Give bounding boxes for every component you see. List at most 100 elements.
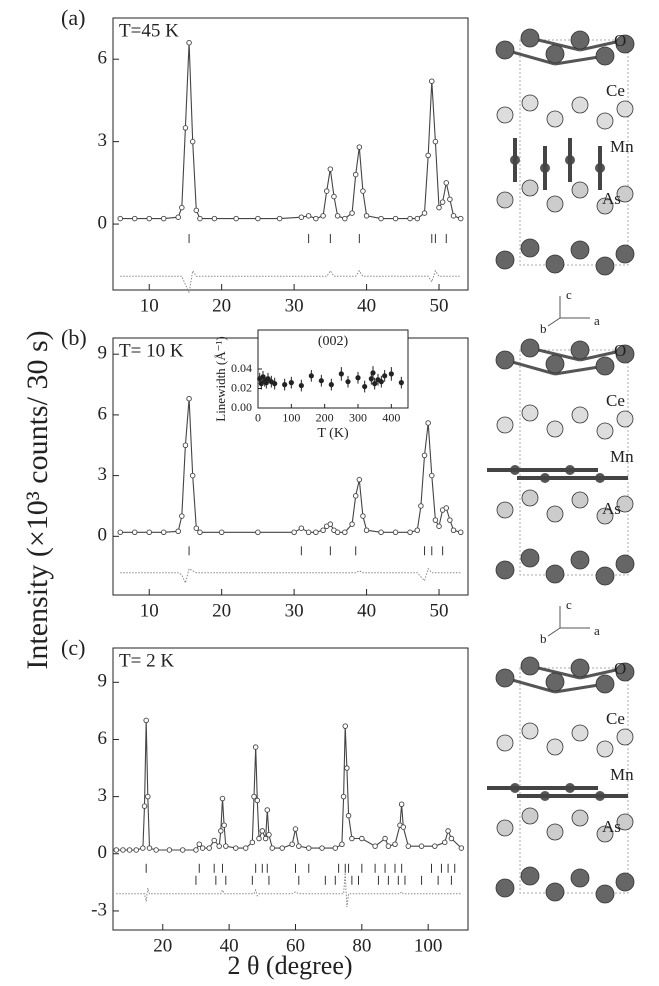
atom [545,254,565,274]
inset-x-label: T (K) [317,426,349,441]
axis-name: b [540,631,547,646]
atom [571,181,589,199]
observed-point [219,795,226,802]
plot-frame [112,647,469,931]
atom [595,884,615,904]
atom-label: As [602,499,621,518]
x-tick-label: 60 [286,935,305,956]
atom [615,662,635,682]
x-tick-label: 40 [357,600,376,621]
observed-point [211,215,218,222]
atom [616,728,634,746]
observed-point [313,529,319,536]
x-tick-label: 100 [282,411,300,425]
observed-point [199,845,206,851]
observed-point [313,215,319,222]
data-point [370,370,376,376]
crystal-structure: O Ce Mn As c b a [495,28,635,336]
atom [571,809,589,827]
data-point [298,382,304,389]
y-tick-label: 0.02 [231,380,252,394]
observed-point [179,847,186,853]
observed-point [160,529,167,536]
atom [596,825,614,843]
atom [615,344,635,364]
panel-label: (c) [61,635,85,660]
atom [571,406,589,424]
inset-title: (002) [318,334,349,349]
x-tick-label: 10 [140,600,159,621]
observed-point [182,125,189,131]
observed-point [182,442,189,449]
atom [520,866,540,886]
observed-point [255,215,261,222]
plot-frame [112,17,469,291]
observed-point [400,824,407,830]
atom [520,28,540,48]
observed-point [153,847,159,853]
x-tick-label: 0 [255,411,261,425]
observed-point [414,215,421,222]
atom [521,489,539,507]
observed-point [340,793,347,800]
observed-point [221,822,227,828]
observed-point [356,476,363,483]
observed-point [189,138,196,145]
atom [545,564,565,584]
observed-point [133,847,139,853]
atom [596,740,614,758]
observed-point [254,797,261,804]
atom-label: Ce [606,81,625,100]
data-point [288,380,294,386]
observed-point [197,215,203,222]
atom [546,195,564,213]
observed-point [425,152,431,159]
observed-point [448,835,455,842]
annotation: T=45 K [119,20,179,41]
observed-point [193,847,199,853]
atom [545,882,565,902]
atom [545,672,565,692]
observed-point [186,395,192,402]
observed-point [141,803,148,809]
observed-point [256,835,262,842]
observed-point [407,529,413,536]
observed-point [429,78,435,84]
atom [595,356,615,376]
observed-point [249,839,256,846]
atom [545,44,565,64]
y-tick-label: 9 [98,671,108,692]
atom [546,823,564,841]
observed-point [251,793,257,800]
axis-name: a [594,313,600,328]
atom [570,868,590,888]
crystal-structure: O Ce Mn As c b a [487,338,635,646]
observed-point [145,793,151,800]
atom [596,422,614,440]
observed-point [126,847,133,853]
observed-point [458,845,465,851]
y-tick-label: 0 [98,212,108,233]
y-tick-label: 3 [98,130,108,151]
data-point [308,373,314,379]
observed-point [117,215,123,222]
observed-point [378,529,384,536]
observed-point [140,845,146,851]
observed-point [436,523,442,529]
y-tick-label: 0 [98,525,108,546]
atom [571,724,589,742]
atom [595,566,615,586]
observed-point [450,213,457,219]
data-point [345,379,351,385]
observed-point [443,505,450,511]
atom [596,507,614,525]
observed-point [392,529,399,536]
atom-label: O [614,31,626,50]
observed-point [113,847,120,853]
atom [615,244,635,264]
atom [495,40,515,60]
atom [596,112,614,130]
atom [521,807,539,825]
observed-point [439,199,446,205]
observed-point [252,744,259,750]
